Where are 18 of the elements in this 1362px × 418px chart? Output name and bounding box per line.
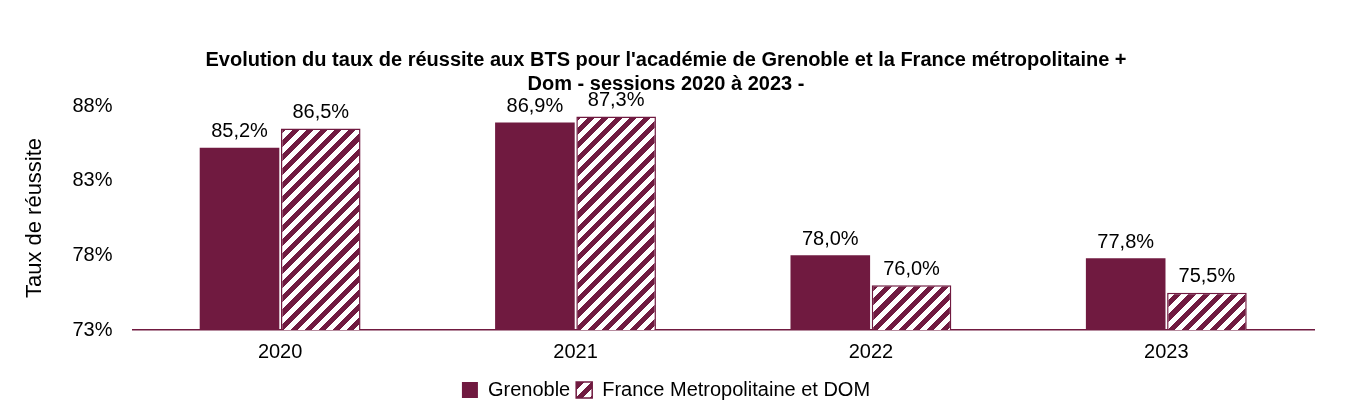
x-tick-label: 2022	[848, 339, 894, 362]
data-label: 78,0%	[801, 226, 859, 249]
y-tick-label: 78%	[72, 242, 113, 265]
data-label: 86,9%	[506, 93, 564, 116]
data-label: 85,2%	[211, 119, 269, 142]
y-axis-title: Taux de réussite	[21, 137, 47, 299]
y-tick-label: 88%	[72, 93, 113, 116]
data-label: 75,5%	[1178, 264, 1236, 287]
data-label: 86,5%	[292, 99, 350, 122]
legend-label: Grenoble	[487, 377, 571, 400]
x-tick-label: 2020	[257, 339, 303, 362]
legend-label: France Metropolitaine et DOM	[602, 377, 871, 400]
x-tick-label: 2023	[1144, 339, 1189, 362]
y-tick-label: 73%	[72, 317, 113, 340]
x-tick-label: 2021	[553, 339, 598, 362]
data-label: 77,8%	[1097, 229, 1155, 252]
data-label: 76,0%	[883, 256, 941, 279]
y-tick-label: 83%	[72, 168, 113, 191]
